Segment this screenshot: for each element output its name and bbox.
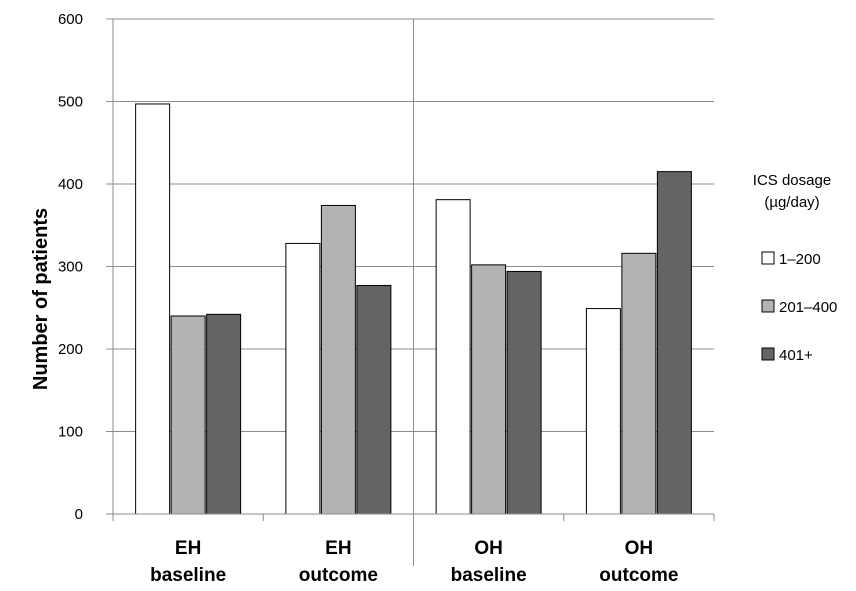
legend-swatch [761,251,775,265]
legend-label: 201–400 [779,299,837,316]
legend-label: 1–200 [779,251,821,268]
x-category-label: EH [175,538,201,559]
y-tick-label: 300 [58,259,83,276]
x-category-label: OH [625,538,654,559]
bar-1-200-0 [135,103,171,515]
x-category-label: outcome [299,565,378,586]
bar-201-400-2 [471,264,507,515]
y-tick-label: 500 [58,94,83,111]
y-tick-label: 600 [58,11,83,28]
bar-401--1 [356,284,392,515]
x-category-label: baseline [150,565,226,586]
bar-201-400-0 [170,315,206,515]
legend: ICS dosage (µg/day) 1–200 201–400 401+ [753,172,838,364]
x-category-label: outcome [599,565,678,586]
y-tick-label: 100 [58,424,83,441]
bar-1-200-2 [435,199,471,515]
legend-swatch [761,299,775,313]
bar-401--2 [506,270,542,515]
bars [135,103,692,515]
y-tick-label: 400 [58,176,83,193]
bar-1-200-3 [585,308,621,515]
legend-swatch [761,347,775,361]
bar-201-400-1 [320,204,356,515]
legend-title: ICS dosage [753,172,831,189]
axes [112,19,715,566]
legend-title: (µg/day) [764,194,819,211]
x-category-label: OH [474,538,503,559]
bar-401--0 [206,313,242,515]
y-tick-label: 0 [75,506,83,523]
bar-401--3 [656,171,692,515]
x-category-label: baseline [451,565,527,586]
category-labels: EH baseline EH outcome OH baseline OH outcome [150,538,678,586]
legend-label: 401+ [779,347,813,364]
y-tick-label: 200 [58,341,83,358]
x-category-label: EH [325,538,351,559]
bar-1-200-1 [285,242,321,515]
y-axis-label: Number of patients [30,208,52,390]
y-axis-ticks: 0 100 200 300 400 500 600 [58,11,113,523]
bar-201-400-3 [621,252,657,515]
